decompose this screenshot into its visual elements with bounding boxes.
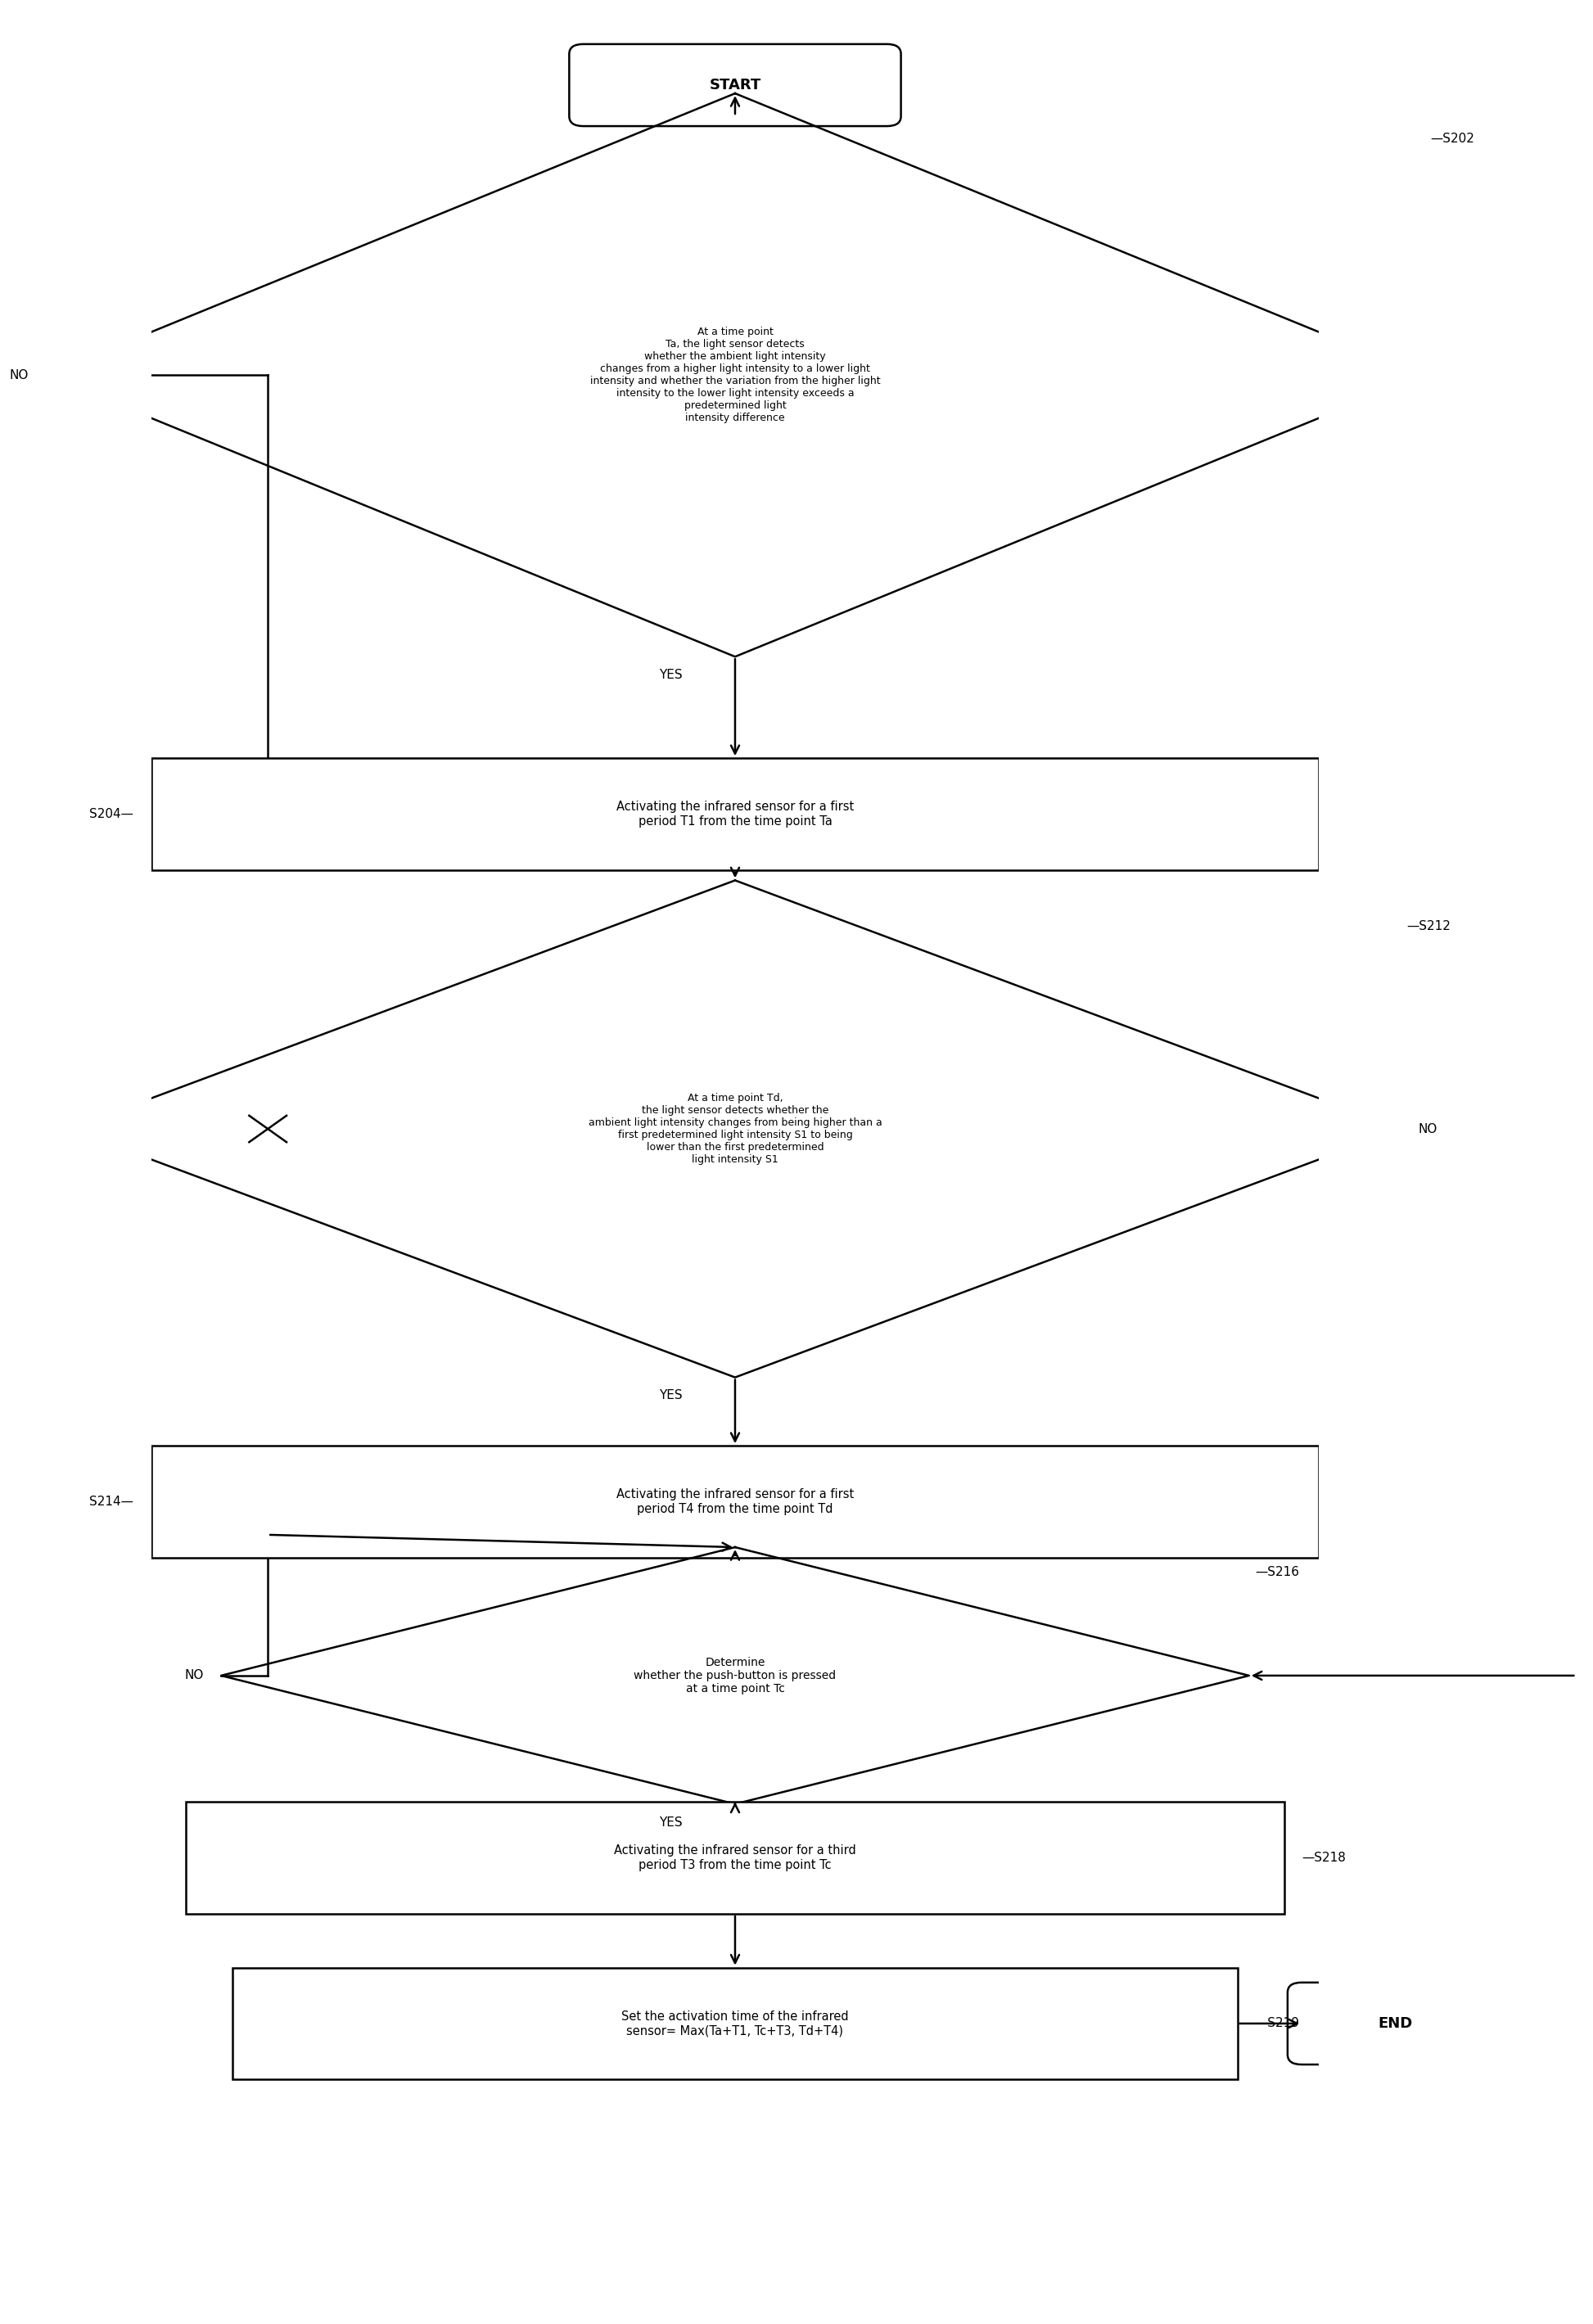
Text: S204—: S204— bbox=[89, 809, 134, 820]
Text: YES: YES bbox=[660, 669, 682, 681]
Text: START: START bbox=[709, 77, 761, 93]
Text: Determine
whether the push-button is pressed
at a time point Tc: Determine whether the push-button is pre… bbox=[634, 1657, 836, 1694]
Text: Activating the infrared sensor for a first
period T4 from the time point Td: Activating the infrared sensor for a fir… bbox=[616, 1487, 854, 1515]
Text: At a time point
Ta, the light sensor detects
whether the ambient light intensity: At a time point Ta, the light sensor det… bbox=[589, 328, 881, 423]
Text: —S216: —S216 bbox=[1255, 1566, 1298, 1578]
Text: END: END bbox=[1378, 2017, 1413, 2031]
Bar bbox=[233, 1968, 1238, 2080]
FancyBboxPatch shape bbox=[1287, 1982, 1502, 2064]
Text: NO: NO bbox=[185, 1669, 204, 1683]
Text: —S219: —S219 bbox=[1255, 2017, 1298, 2029]
Text: S214—: S214— bbox=[89, 1497, 134, 1508]
FancyBboxPatch shape bbox=[569, 44, 902, 125]
Bar bbox=[151, 758, 1319, 869]
Bar bbox=[151, 1446, 1319, 1557]
Bar bbox=[186, 1801, 1284, 1913]
Text: YES: YES bbox=[660, 1815, 682, 1829]
Text: At a time point Td,
the light sensor detects whether the
ambient light intensity: At a time point Td, the light sensor det… bbox=[588, 1092, 883, 1164]
Text: —S202: —S202 bbox=[1431, 132, 1474, 144]
Text: NO: NO bbox=[1418, 1122, 1437, 1134]
Text: —S212: —S212 bbox=[1407, 920, 1451, 932]
Text: NO: NO bbox=[10, 370, 29, 381]
Text: Activating the infrared sensor for a first
period T1 from the time point Ta: Activating the infrared sensor for a fir… bbox=[616, 802, 854, 827]
Text: Activating the infrared sensor for a third
period T3 from the time point Tc: Activating the infrared sensor for a thi… bbox=[613, 1845, 855, 1871]
Text: YES: YES bbox=[660, 1390, 682, 1401]
Text: —S218: —S218 bbox=[1301, 1852, 1346, 1864]
Text: Set the activation time of the infrared
sensor= Max(Ta+T1, Tc+T3, Td+T4): Set the activation time of the infrared … bbox=[621, 2010, 849, 2036]
